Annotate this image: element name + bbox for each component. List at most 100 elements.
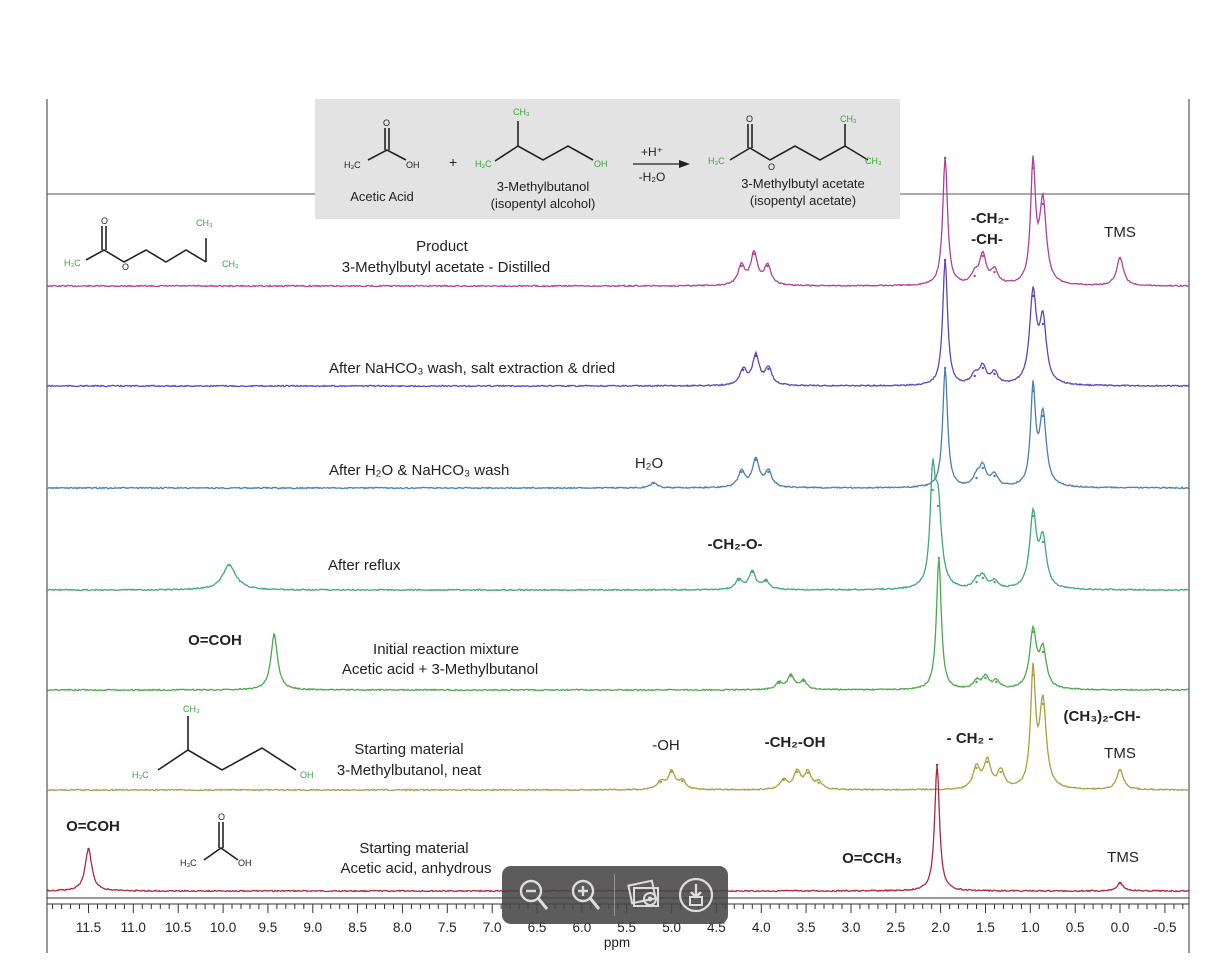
peak-label-occh3: O=CCH₃ [842, 850, 902, 867]
peak-s6-2 [670, 770, 673, 774]
peak-s2-4 [943, 258, 947, 262]
peak-s6-9 [986, 760, 989, 764]
peak-label-tms-2: TMS [1104, 745, 1136, 762]
x-tick-label: -0.5 [1153, 920, 1176, 935]
peak-s2-8 [1031, 294, 1035, 298]
spectrum1-label-line2: 3-Methylbutyl acetate - Distilled [342, 259, 550, 276]
svg-text:+H⁺: +H⁺ [641, 145, 663, 159]
svg-text:OH: OH [300, 770, 314, 780]
peak-s2-9 [1041, 322, 1045, 326]
product-label-line1: 3-Methylbutyl acetate [741, 176, 865, 191]
svg-text:O: O [383, 118, 390, 128]
x-tick-label: 3.0 [842, 920, 861, 935]
svg-text:O: O [768, 162, 775, 172]
spectrum-trace-2 [46, 259, 1190, 388]
peak-s5-9 [1031, 630, 1035, 634]
x-tick-label: 4.0 [752, 920, 771, 935]
acetic-acid-structure: O H₃C OH [344, 118, 420, 170]
peak-s5-5 [937, 556, 941, 560]
x-tick-label: 0.0 [1111, 920, 1130, 935]
x-tick-label: 8.0 [393, 920, 412, 935]
scheme-background [315, 99, 900, 219]
peak-s4-9 [993, 580, 996, 584]
peak-s4-5 [931, 488, 934, 492]
peak-s3-6 [975, 476, 978, 480]
svg-text:O: O [101, 216, 108, 226]
peak-s4-6 [936, 504, 940, 508]
peak-s4-7 [975, 580, 978, 584]
peak-label-ocoh-2: O=COH [66, 818, 120, 835]
acetic-acid-structure-small: O H₃C OH [180, 812, 252, 868]
x-tick-label: 10.5 [165, 920, 191, 935]
image-view-icon [627, 879, 660, 907]
peak-s1-1 [740, 264, 743, 268]
svg-text:H₃C: H₃C [64, 258, 81, 268]
peak-s1-9 [1041, 202, 1045, 206]
peak-label-tms-3: TMS [1107, 849, 1139, 866]
spectrum4-label: After reflux [328, 557, 401, 574]
svg-text:OH: OH [406, 160, 420, 170]
peak-s4-4 [764, 579, 767, 583]
svg-text:OH: OH [238, 858, 252, 868]
svg-text:O: O [218, 812, 225, 822]
download-button[interactable] [673, 872, 719, 918]
spectrum3-label: After H₂O & NaHCO₃ wash [329, 462, 509, 479]
peak-s1-10 [1118, 256, 1122, 260]
reactant1-label: Acetic Acid [350, 189, 414, 204]
peak-s3-10 [1041, 414, 1045, 418]
plus-sign: + [449, 154, 457, 170]
svg-text:CH₃: CH₃ [222, 259, 239, 269]
peak-s3-7 [981, 466, 984, 470]
spectrum5-label-line2: Acetic acid + 3-Methylbutanol [342, 661, 538, 678]
x-tick-label: 7.0 [483, 920, 502, 935]
peak-label-h2o: H₂O [635, 455, 663, 472]
x-tick-label: 0.5 [1066, 920, 1085, 935]
peak-s3-8 [993, 474, 996, 478]
spectrum-trace-6 [46, 662, 1190, 792]
svg-text:OH: OH [594, 159, 608, 169]
peak-s6-13 [1118, 768, 1122, 772]
peak-s7-3 [1118, 881, 1122, 885]
spectrum2-label: After NaHCO₃ wash, salt extraction & dri… [329, 360, 615, 377]
svg-text:H₃C: H₃C [475, 159, 492, 169]
peak-s4-3 [751, 570, 754, 574]
spectrum1-label-line1: Product [416, 238, 469, 255]
spectrum6-label-line2: 3-Methylbutanol, neat [337, 762, 482, 779]
spectrum-trace-3 [46, 367, 1190, 490]
peak-s6-3 [681, 779, 684, 783]
peak-s5-4 [802, 679, 805, 683]
svg-text:CH₃: CH₃ [183, 704, 200, 714]
zoom-out-button[interactable] [511, 872, 557, 918]
svg-text:H₃C: H₃C [344, 160, 361, 170]
peak-s1-6 [981, 254, 984, 258]
svg-text:O: O [746, 114, 753, 124]
peak-s5-6 [975, 680, 978, 684]
spectrum5-label-line1: Initial reaction mixture [373, 641, 519, 658]
x-tick-label: 1.5 [976, 920, 995, 935]
zoom-in-button[interactable] [563, 872, 609, 918]
peak-label-ocoh-1: O=COH [188, 632, 242, 649]
peak-s5-10 [1041, 650, 1045, 654]
reactant2-label-line2: (isopentyl alcohol) [491, 196, 596, 211]
peak-s4-1 [228, 563, 231, 567]
peak-s1-7 [993, 270, 996, 274]
peak-s1-8 [1031, 166, 1035, 170]
image-view-button[interactable] [621, 872, 667, 918]
peak-s7-1 [87, 847, 90, 851]
peak-s3-3 [754, 458, 758, 462]
x-tick-label: 8.5 [348, 920, 367, 935]
peak-label-ch2-top: -CH₂- [971, 210, 1009, 227]
svg-text:CH₃: CH₃ [513, 107, 530, 117]
x-tick-label: 9.5 [259, 920, 278, 935]
peak-s6-8 [975, 766, 978, 770]
peak-s3-4 [767, 470, 770, 474]
peak-s4-10 [1031, 514, 1035, 518]
peak-label-ch2-mid: - CH₂ - [947, 730, 994, 747]
reaction-arrow: +H⁺ -H₂O [633, 145, 690, 184]
methylbutanol-structure-small: CH₃ H₃C OH [132, 704, 314, 780]
peak-s6-12 [1041, 702, 1045, 706]
peak-s5-2 [778, 681, 781, 685]
x-tick-label: 2.5 [886, 920, 905, 935]
peak-label-ch3ch: (CH₃)₂-CH- [1064, 708, 1141, 725]
peak-s1-3 [766, 264, 769, 268]
